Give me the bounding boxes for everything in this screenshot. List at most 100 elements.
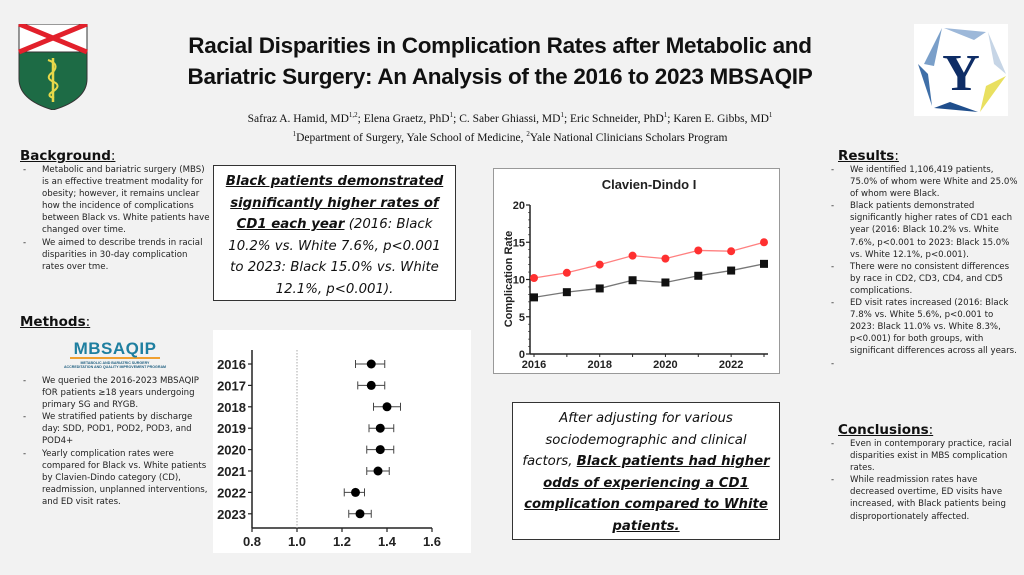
- yale-ncsp-logo: Y: [914, 24, 1008, 116]
- methods-heading: Methods:: [20, 314, 91, 330]
- x-tick-label: 2018: [587, 359, 611, 371]
- list-item: We aimed to describe trends in racial di…: [20, 237, 210, 273]
- data-point: [562, 268, 571, 277]
- series-line: [533, 263, 765, 299]
- x-tick-label: 2016: [522, 359, 546, 371]
- x-tick-label: 2022: [719, 359, 743, 371]
- key-finding-detail: (2016: Black 10.2% vs. White 7.6%, p<0.0…: [228, 217, 441, 297]
- list-item: There were no consistent differences by …: [828, 261, 1018, 297]
- author-affil-sup: 1: [768, 111, 773, 119]
- background-section: Background: Metabolic and bariatric surg…: [20, 148, 210, 273]
- data-point: [727, 266, 736, 275]
- background-heading: Background:: [20, 148, 116, 164]
- y-tick-label: 2018: [217, 400, 246, 415]
- y-tick-label: 2020: [217, 443, 246, 458]
- author-affil-sup: 1: [560, 111, 564, 119]
- data-point: [727, 247, 736, 256]
- author-separator: ;: [563, 112, 571, 125]
- data-point: [694, 246, 703, 255]
- chart-title: Clavien-Dindo I: [602, 177, 697, 192]
- results-heading: Results:: [838, 148, 899, 164]
- odds-ratio-point: [382, 402, 392, 412]
- list-item: We queried the 2016-2023 MBSAQIP fOR pat…: [20, 375, 210, 411]
- series-line: [533, 241, 765, 279]
- methods-list: We queried the 2016-2023 MBSAQIP fOR pat…: [20, 375, 210, 508]
- y-tick-label: 2022: [217, 485, 246, 500]
- list-item: We identified 1,106,419 patients, 75.0% …: [828, 164, 1018, 200]
- odds-ratio-point: [355, 509, 365, 519]
- results-heading-text: Results: [838, 148, 895, 164]
- y-tick-label: 0: [519, 349, 525, 361]
- list-item: Metabolic and bariatric surgery (MBS) is…: [20, 164, 210, 237]
- conclusions-list: Even in contemporary practice, racial di…: [828, 438, 1018, 523]
- y-tick-label: 20: [513, 200, 525, 212]
- data-point: [595, 260, 604, 269]
- x-tick-label: 0.8: [243, 534, 261, 549]
- yale-medicine-shield-logo: [18, 21, 88, 111]
- list-item: While readmission rates have decreased o…: [828, 474, 1018, 522]
- data-point: [661, 278, 670, 287]
- affil-1: Department of Surgery, Yale School of Me…: [296, 131, 527, 144]
- author-name: Safraz A. Hamid, MD: [247, 112, 349, 125]
- title-line-2: Bariatric Surgery: An Analysis of the 20…: [187, 64, 813, 89]
- author-affil-sup: 1: [663, 111, 668, 119]
- x-tick-label: 2020: [653, 359, 677, 371]
- odds-ratio-point: [375, 445, 385, 455]
- author-name: Eric Schneider, PhD: [570, 112, 664, 125]
- list-item: Even in contemporary practice, racial di…: [828, 438, 1018, 474]
- author-affil-sup: 1: [449, 111, 454, 119]
- author-separator: ;: [667, 112, 674, 125]
- affiliations: 1Department of Surgery, Yale School of M…: [150, 127, 870, 146]
- mbsaqip-logo-sub2: ACCREDITATION AND QUALITY IMPROVEMENT PR…: [63, 365, 167, 369]
- data-point: [694, 271, 703, 280]
- author-list: Safraz A. Hamid, MD1,2; Elena Graetz, Ph…: [150, 108, 870, 127]
- background-list: Metabolic and bariatric surgery (MBS) is…: [20, 164, 210, 273]
- title-line-1: Racial Disparities in Complication Rates…: [188, 33, 812, 58]
- methods-heading-text: Methods: [20, 314, 86, 330]
- odds-ratio-point: [366, 380, 376, 390]
- list-item: We stratified patients by discharge day:…: [20, 411, 210, 447]
- data-point: [595, 284, 604, 293]
- odds-ratio-point: [373, 466, 383, 476]
- mbsaqip-logo-sub1: METABOLIC AND BARIATRIC SURGERY: [80, 361, 150, 365]
- y-tick-label: 5: [519, 312, 525, 324]
- results-section: Results: We identified 1,106,419 patient…: [831, 148, 1018, 370]
- y-axis-label: Complication Rate: [503, 231, 515, 328]
- x-tick-label: 1.4: [378, 534, 397, 549]
- clavien-dindo-line-chart: Clavien-Dindo I Complication Rate 0 5 10 15 20…: [493, 168, 780, 374]
- mbsaqip-logo-text: MBSAQIP: [69, 340, 161, 359]
- line-chart-svg: Clavien-Dindo I Complication Rate 0 5 10 15 20…: [503, 177, 768, 371]
- x-tick-label: 1.6: [423, 534, 441, 549]
- author-separator: ;: [357, 112, 364, 125]
- forest-plot-svg: 0.8 1.0 1.2 1.4 1.6 2016 2017 2018 2019 2020 2021 2…: [217, 350, 441, 549]
- data-point: [562, 288, 571, 297]
- affil-2-sup: 2: [526, 129, 530, 138]
- y-tick-label: 2017: [217, 378, 246, 393]
- author-name: C. Saber Ghiassi, MD: [459, 112, 561, 125]
- list-item: [828, 358, 1018, 370]
- list-item: ED visit rates increased (2016: Black 7.…: [828, 297, 1018, 357]
- poster-title: Racial Disparities in Complication Rates…: [100, 30, 900, 92]
- author-separator: ;: [453, 112, 460, 125]
- author-name: Karen E. Gibbs, MD: [673, 112, 769, 125]
- adjusted-finding-lead: After adjusting for various sociodemogra…: [522, 411, 747, 469]
- conclusions-section: Conclusions: Even in contemporary practi…: [831, 422, 1018, 523]
- conclusions-heading: Conclusions:: [838, 422, 934, 438]
- background-heading-text: Background: [20, 148, 111, 164]
- data-point: [760, 259, 768, 268]
- author-affil-sup: 1,2: [348, 111, 358, 119]
- data-point: [661, 254, 670, 263]
- list-item: Black patients demonstrated significantl…: [828, 200, 1018, 260]
- adjusted-finding-bold: Black patients had higher odds of experi…: [524, 454, 770, 534]
- methods-section: Methods: MBSAQIP METABOLIC AND BARIATRIC…: [20, 314, 210, 508]
- y-tick-label: 2021: [217, 464, 246, 479]
- x-tick-label: 1.0: [288, 534, 306, 549]
- y-tick-label: 2016: [217, 357, 246, 372]
- data-point: [530, 293, 538, 302]
- author-name: Elena Graetz, PhD: [363, 112, 450, 125]
- mbsaqip-logo: MBSAQIP METABOLIC AND BARIATRIC SURGERY …: [20, 340, 210, 369]
- y-tick-label: 15: [513, 237, 525, 249]
- data-point: [530, 274, 538, 283]
- data-point: [628, 251, 637, 260]
- x-tick-label: 1.2: [333, 534, 351, 549]
